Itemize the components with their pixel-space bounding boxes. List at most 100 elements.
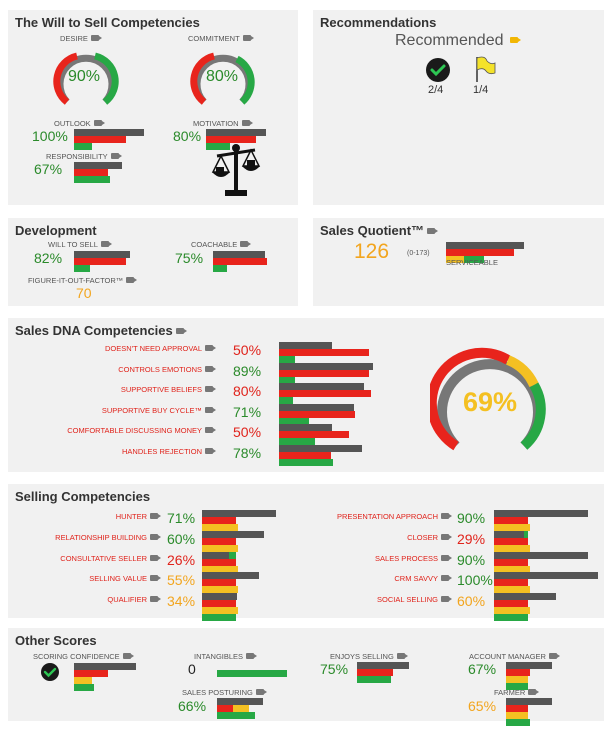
- selling-competencies-title: Selling Competencies: [15, 489, 151, 504]
- score-bar-scale: [202, 558, 238, 580]
- farmer-label: FARMER: [494, 688, 540, 697]
- video-icon[interactable]: [205, 345, 216, 352]
- scale-green: [494, 614, 528, 622]
- video-icon[interactable]: [100, 241, 112, 248]
- dna-item-value: 71%: [233, 403, 262, 420]
- score-bar-scale: [494, 537, 530, 559]
- scale-red: [202, 537, 236, 545]
- video-icon[interactable]: [528, 689, 540, 696]
- selling-item-value: 60%: [167, 530, 196, 547]
- scale-red: [494, 537, 528, 545]
- dna-item-label: HANDLES REJECTION: [122, 447, 216, 456]
- competency-label-text: CONSULTATIVE SELLER: [60, 553, 147, 563]
- score-bar-scale: [279, 390, 371, 405]
- selling-item-value: 55%: [167, 572, 196, 589]
- scale-yellow: [494, 607, 530, 615]
- will-to-sell-panel: The Will to Sell Competencies DESIRE 90%…: [8, 10, 298, 205]
- video-icon[interactable]: [242, 35, 254, 42]
- account-manager-label: ACCOUNT MANAGER: [469, 652, 560, 661]
- account-manager-value: 67%: [468, 661, 497, 677]
- score-bar-fill: [494, 530, 524, 538]
- video-icon[interactable]: [240, 241, 252, 248]
- intangibles-label: INTANGIBLES: [194, 652, 258, 661]
- video-icon[interactable]: [427, 227, 439, 234]
- video-icon[interactable]: [175, 327, 187, 334]
- video-icon[interactable]: [150, 533, 161, 540]
- dna-item-value: 89%: [233, 362, 262, 379]
- video-icon[interactable]: [122, 653, 134, 660]
- selling-item-value: 34%: [167, 593, 196, 610]
- video-icon[interactable]: [441, 596, 452, 603]
- video-icon[interactable]: [90, 35, 102, 42]
- video-icon[interactable]: [241, 120, 253, 127]
- score-bar-scale: [494, 517, 530, 538]
- score-bar-fill: [494, 551, 588, 559]
- score-bar-scale: [494, 579, 530, 601]
- video-icon[interactable]: [246, 653, 258, 660]
- video-icon[interactable]: [150, 575, 161, 582]
- selling-item-value: 100%: [457, 572, 493, 589]
- video-icon[interactable]: [205, 427, 216, 434]
- competency-label-text: QUALIFIER: [107, 595, 147, 605]
- scale-red: [279, 431, 349, 439]
- scale-yellow: [494, 586, 530, 594]
- video-icon[interactable]: [205, 448, 216, 455]
- video-icon[interactable]: [205, 386, 216, 393]
- farmer-value: 65%: [468, 698, 497, 714]
- development-title: Development: [15, 223, 97, 238]
- video-icon[interactable]: [396, 653, 408, 660]
- dna-item-label: COMFORTABLE DISCUSSING MONEY: [67, 426, 216, 435]
- video-icon[interactable]: [548, 653, 560, 660]
- score-bar-fill: [494, 572, 598, 580]
- scale-green: [279, 397, 293, 405]
- video-icon[interactable]: [509, 36, 521, 43]
- commitment-gauge: [190, 52, 255, 105]
- scale-red: [202, 600, 236, 608]
- scale-yellow: [494, 565, 530, 573]
- sales-quotient-rating: SERVICEABLE: [446, 258, 498, 267]
- score-bar-fill: [202, 551, 229, 559]
- score-bar-fill: [279, 342, 332, 349]
- coachable-label: COACHABLE: [191, 240, 252, 249]
- selling-item-value: 60%: [457, 593, 486, 610]
- scale-yellow: [494, 544, 530, 552]
- scale-red: [494, 579, 528, 587]
- video-icon[interactable]: [150, 513, 161, 520]
- scoring-confidence-check-icon: [41, 663, 59, 681]
- video-icon[interactable]: [255, 689, 267, 696]
- scale-red: [202, 517, 236, 524]
- dna-item-value: 78%: [233, 445, 262, 461]
- development-panel: Development WILL TO SELL 82% COACHABLE 7…: [8, 218, 298, 306]
- video-icon[interactable]: [205, 365, 216, 372]
- selling-item-label: SALES PROCESS: [375, 554, 452, 563]
- video-icon[interactable]: [110, 153, 122, 160]
- score-bar-fill: [202, 593, 237, 601]
- video-icon[interactable]: [93, 120, 105, 127]
- competency-label-text: DOESN'T NEED APPROVAL: [104, 344, 202, 353]
- video-icon[interactable]: [205, 406, 216, 413]
- dna-item-label: CONTROLS EMOTIONS: [118, 365, 216, 374]
- video-icon[interactable]: [150, 596, 161, 603]
- score-bar-scale: [494, 558, 530, 580]
- scale-red: [279, 349, 369, 356]
- video-icon[interactable]: [441, 575, 452, 582]
- video-icon[interactable]: [441, 533, 452, 540]
- enjoys-selling-value: 75%: [320, 661, 349, 677]
- scale-red: [494, 600, 528, 608]
- score-bar-scale: [279, 410, 355, 425]
- scale-yellow: [202, 565, 238, 573]
- video-icon[interactable]: [150, 554, 161, 561]
- video-icon[interactable]: [441, 513, 452, 520]
- dna-item-value: 80%: [233, 383, 262, 400]
- balance-scale-icon: [211, 144, 261, 196]
- outlook-label: OUTLOOK: [54, 119, 105, 128]
- score-bar-scale: [202, 537, 238, 559]
- video-icon[interactable]: [126, 277, 138, 284]
- score-bar-scale: [279, 369, 369, 384]
- sales-posturing-value: 66%: [178, 698, 207, 714]
- selling-item-label: QUALIFIER: [107, 595, 161, 605]
- selling-item-value: 26%: [167, 551, 196, 568]
- video-icon[interactable]: [441, 554, 452, 561]
- scale-yellow: [202, 607, 238, 615]
- score-bar-scale: [202, 600, 238, 622]
